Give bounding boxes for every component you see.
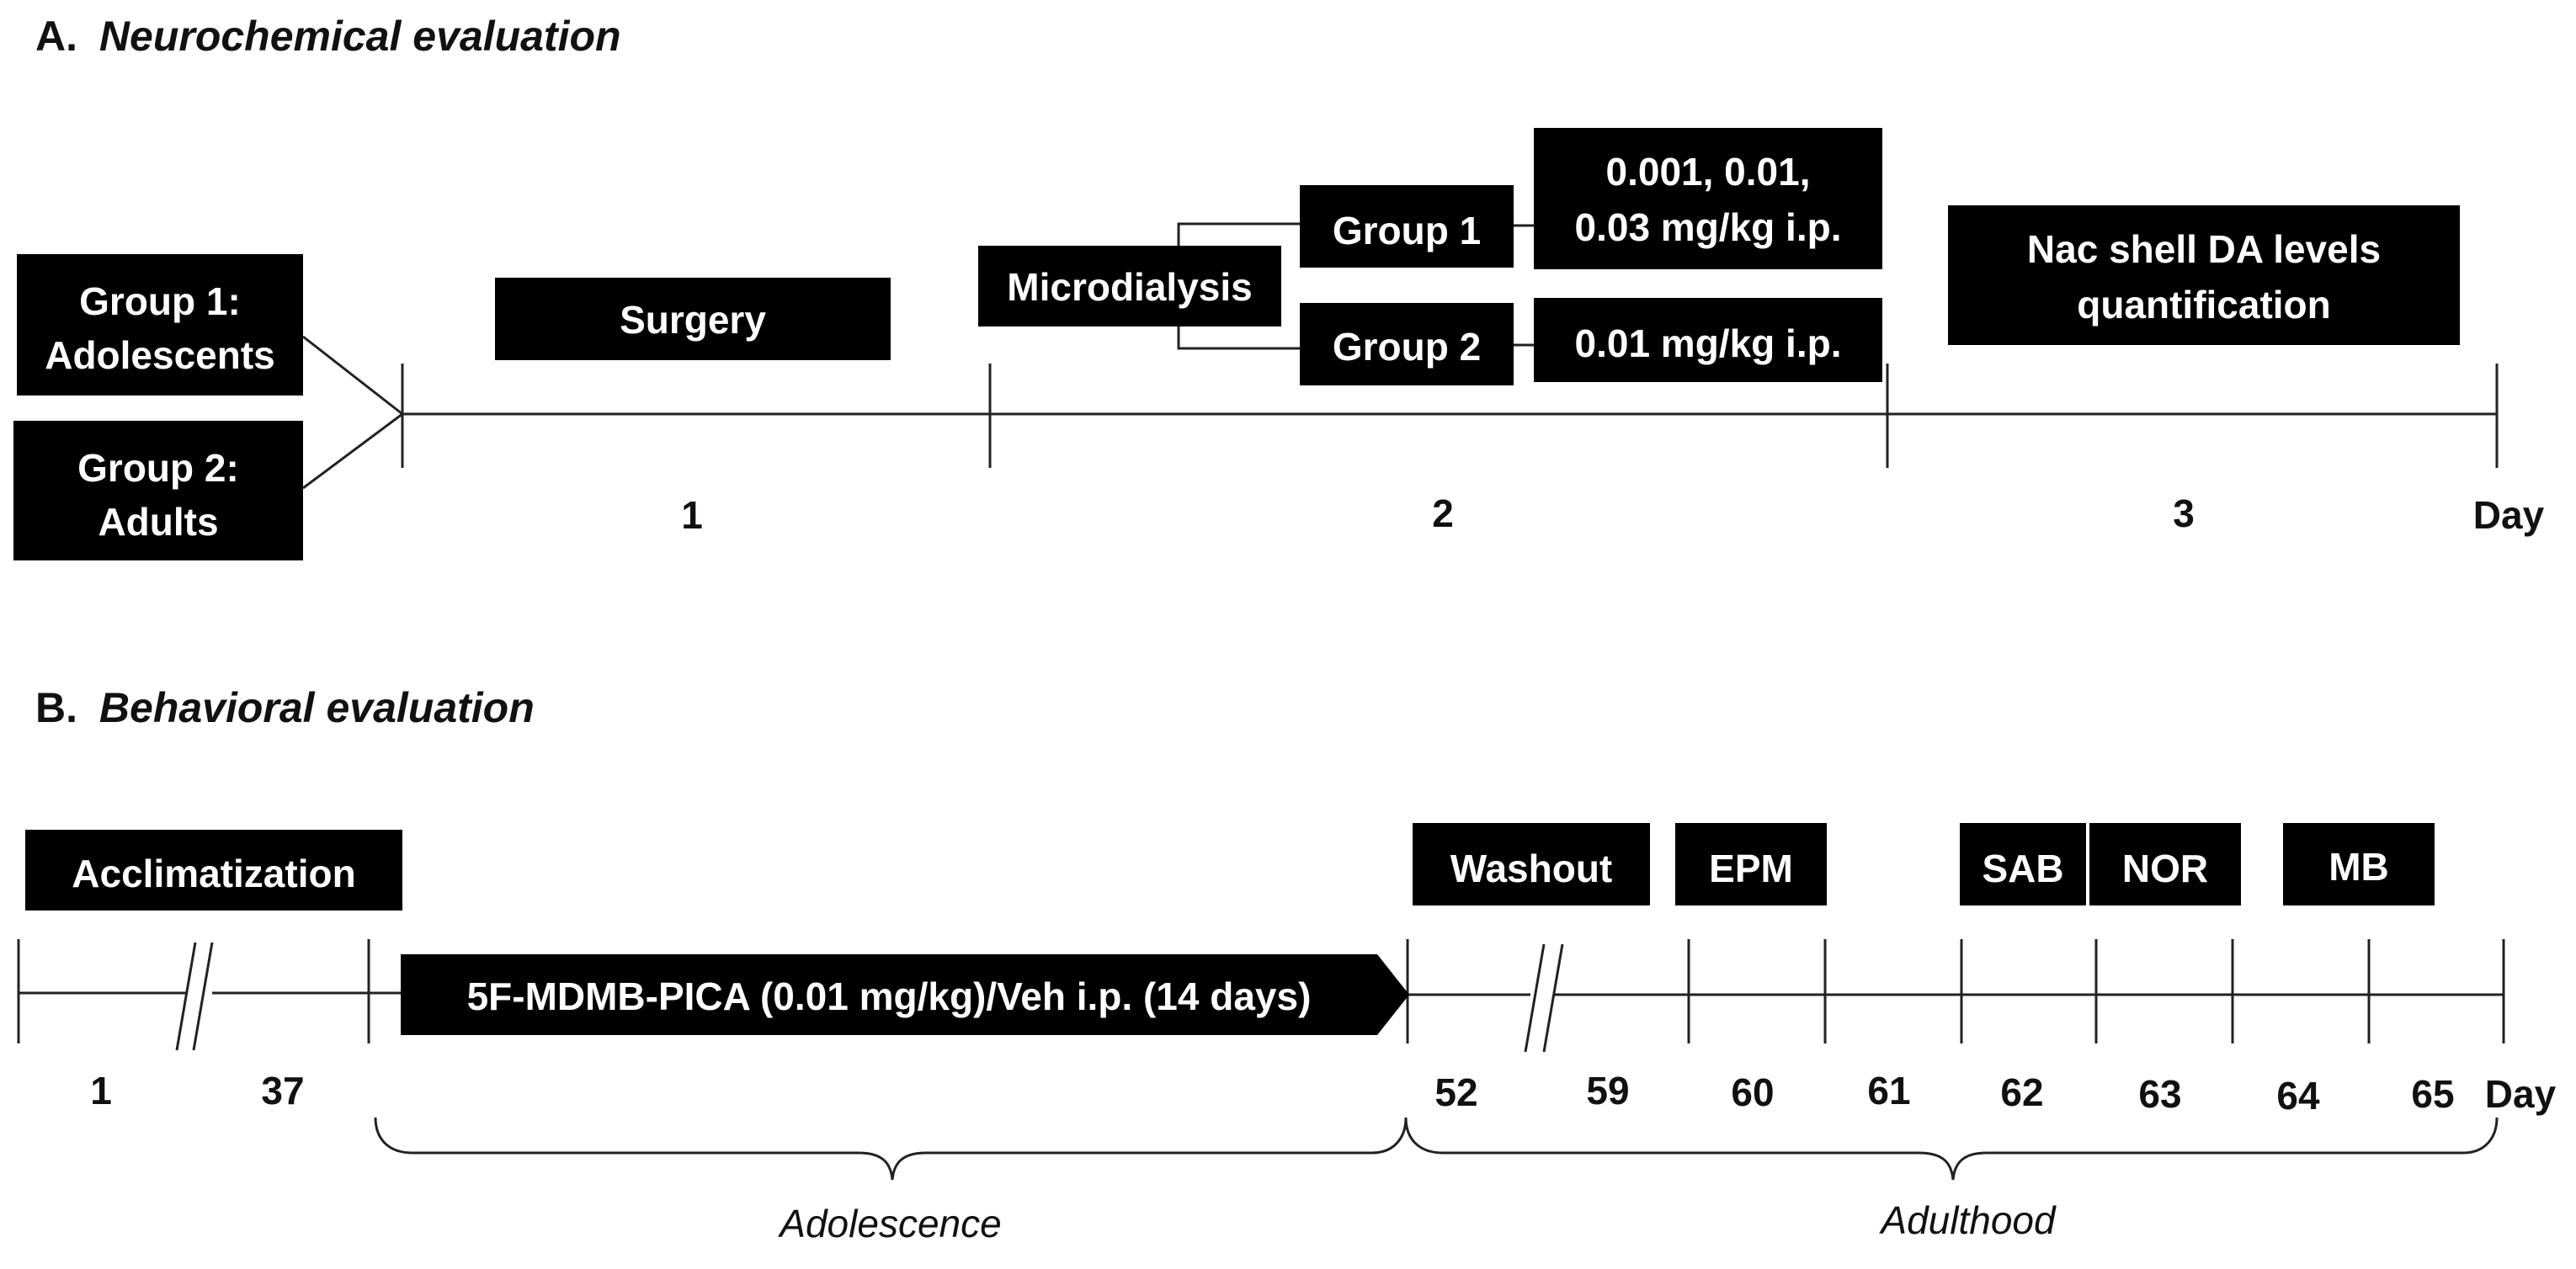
treatment-label: 5F-MDMB-PICA (0.01 mg/kg)/Veh i.p. (14 d… — [467, 974, 1312, 1018]
quantification-line1: Nac shell DA levels — [2027, 227, 2381, 271]
group1-adolescents-box — [17, 254, 303, 396]
day-b-65: 65 — [2411, 1072, 2454, 1116]
group2-label: Group 2: — [77, 446, 239, 490]
group2-adults-box — [13, 421, 303, 560]
panel-a-label: A. — [35, 13, 77, 60]
dose-group1-values-box — [1534, 128, 1882, 269]
microdialysis-box — [978, 246, 1281, 327]
day-b-1: 1 — [90, 1069, 112, 1112]
panel-a-title: Neurochemical evaluation — [99, 13, 621, 60]
dose-group1-line1: 0.001, 0.01, — [1606, 150, 1811, 194]
group1-sublabel: Adolescents — [45, 333, 275, 377]
microdialysis-bracket-top — [1177, 222, 1300, 246]
nor-label: NOR — [2122, 847, 2208, 890]
acclimatization-box — [25, 830, 402, 911]
dose-group2-values-box — [1534, 298, 1882, 382]
microdialysis-label: Microdialysis — [1007, 265, 1252, 309]
nor-box — [2089, 823, 2241, 905]
day-a-axis-label: Day — [2473, 493, 2545, 537]
panel-a-heading: A. Neurochemical evaluation — [35, 13, 621, 60]
dose-group2-label: Group 2 — [1333, 325, 1481, 369]
group1-connector — [302, 335, 403, 416]
quantification-box — [1948, 205, 2460, 345]
washout-box — [1413, 823, 1650, 905]
washout-label: Washout — [1450, 847, 1613, 890]
adolescence-brace — [374, 1117, 1408, 1181]
day-b-37: 37 — [261, 1069, 304, 1112]
group1-label: Group 1: — [79, 279, 241, 323]
dose-group1-line2: 0.03 mg/kg i.p. — [1575, 205, 1842, 249]
day-b-59: 59 — [1586, 1069, 1629, 1112]
day-b-61: 61 — [1867, 1069, 1910, 1112]
axis-break-mark — [192, 942, 214, 1051]
axis-break-mark — [175, 942, 197, 1051]
panel-b-heading: B. Behavioral evaluation — [35, 684, 535, 731]
day-b-63: 63 — [2138, 1072, 2181, 1116]
epm-box — [1675, 823, 1827, 905]
quantification-line2: quantification — [2077, 283, 2331, 327]
day-a-2: 2 — [1432, 491, 1454, 535]
panel-b-label: B. — [35, 684, 77, 731]
day-b-axis-label: Day — [2485, 1072, 2557, 1116]
surgery-label: Surgery — [620, 298, 766, 342]
axis-break-mark — [1542, 943, 1564, 1053]
adulthood-label: Adulthood — [1878, 1198, 2057, 1242]
surgery-box — [495, 278, 891, 360]
day-b-52: 52 — [1434, 1070, 1477, 1114]
dose-group2-box — [1300, 303, 1514, 385]
sab-box — [1960, 823, 2086, 905]
dose-group1-label: Group 1 — [1333, 209, 1481, 252]
dose-group2-value: 0.01 mg/kg i.p. — [1575, 321, 1842, 365]
acclimatization-label: Acclimatization — [72, 852, 355, 895]
panel-b-title: Behavioral evaluation — [99, 684, 535, 731]
group2-sublabel: Adults — [98, 500, 218, 544]
axis-break-mark — [1524, 943, 1546, 1053]
day-a-1: 1 — [681, 493, 703, 537]
treatment-arrow — [401, 954, 1409, 1035]
day-a-3: 3 — [2173, 491, 2195, 535]
group2-connector — [302, 412, 403, 490]
day-b-64: 64 — [2276, 1074, 2320, 1118]
mb-box — [2283, 823, 2435, 905]
sab-label: SAB — [1982, 847, 2063, 890]
adulthood-brace — [1404, 1117, 2499, 1181]
mb-label: MB — [2329, 845, 2389, 889]
dose-group1-box — [1300, 185, 1514, 268]
epm-label: EPM — [1709, 847, 1793, 890]
adolescence-label: Adolescence — [777, 1202, 1001, 1245]
microdialysis-bracket-bottom — [1177, 327, 1300, 350]
day-b-62: 62 — [2000, 1070, 2043, 1114]
day-b-60: 60 — [1731, 1070, 1774, 1114]
